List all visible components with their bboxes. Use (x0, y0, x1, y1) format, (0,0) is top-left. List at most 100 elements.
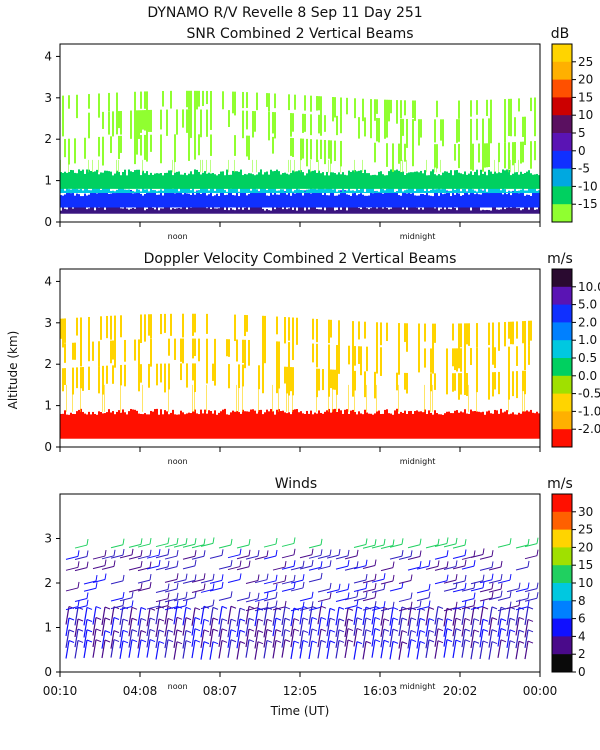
echo-streak (174, 159, 175, 173)
echo-cell (204, 171, 206, 189)
echo-cell (338, 194, 340, 208)
doppler-panel-title: Doppler Velocity Combined 2 Vertical Bea… (144, 251, 457, 267)
time-tick-label: 16:03 (363, 684, 398, 698)
y-tick-label: 4 (44, 274, 52, 288)
barb-shaft (344, 639, 349, 659)
echo-cell (220, 191, 222, 208)
echo-cell (506, 194, 508, 208)
echo-cell (66, 192, 68, 208)
barb-shaft (317, 629, 322, 648)
echo-cell (450, 190, 452, 194)
barb-shaft (155, 641, 160, 660)
colorbar-label: -5 (578, 162, 590, 176)
echo-cell (288, 94, 290, 111)
echo-cell (144, 193, 146, 208)
barb-shaft (461, 605, 475, 610)
echo-cell (450, 413, 452, 439)
echo-cell (138, 207, 140, 214)
echo-cell (360, 413, 362, 439)
echo-cell (406, 209, 408, 214)
colorbar-segment (552, 654, 572, 673)
echo-cell (160, 208, 162, 214)
echo-cell (468, 194, 470, 208)
echo-cell (236, 192, 238, 208)
echo-cell (514, 188, 516, 194)
echo-cell (342, 413, 344, 439)
echo-cell (212, 173, 214, 189)
echo-cell (488, 143, 490, 168)
echo-cell (386, 99, 388, 122)
echo-cell (508, 117, 510, 137)
barb-flag (185, 591, 188, 598)
colorbar-label: 2.0 (578, 315, 597, 329)
echo-cell (206, 363, 208, 384)
echo-cell (398, 143, 400, 164)
echo-cell (234, 171, 236, 189)
barb-shaft (353, 565, 367, 570)
barb-flag (122, 629, 129, 633)
echo-cell (328, 319, 330, 344)
echo-cell (132, 193, 134, 208)
echo-cell (280, 189, 282, 194)
echo-streak (406, 159, 407, 173)
echo-cell (280, 411, 282, 439)
barb-flag (212, 599, 215, 606)
echo-cell (146, 414, 148, 439)
echo-cell (132, 172, 134, 189)
echo-cell (304, 210, 306, 214)
echo-cell (90, 190, 92, 194)
barb-shaft (65, 606, 79, 611)
echo-cell (400, 100, 402, 119)
echo-cell (278, 341, 280, 370)
echo-cell (178, 191, 180, 194)
echo-cell (72, 342, 74, 360)
echo-cell (100, 204, 102, 214)
barb-shaft (110, 554, 124, 559)
echo-cell (138, 169, 140, 189)
echo-cell (272, 194, 274, 208)
echo-cell (394, 410, 396, 439)
echo-cell (160, 363, 162, 383)
barb-shaft (200, 629, 205, 648)
time-marker: midnight (400, 682, 436, 691)
echo-cell (306, 138, 308, 167)
echo-cell (60, 172, 62, 189)
echo-cell (382, 208, 384, 214)
barb-shaft (371, 588, 385, 593)
barb-flag (239, 607, 246, 611)
barb-shaft (479, 640, 484, 660)
echo-cell (324, 115, 326, 132)
echo-cell (364, 195, 366, 208)
echo-cell (292, 138, 294, 157)
barb-shaft (452, 588, 466, 593)
colorbar-segment (552, 115, 572, 134)
barb-flag (275, 537, 278, 545)
barb-flag (302, 640, 309, 643)
echo-cell (130, 208, 132, 214)
barb-shaft (452, 565, 466, 570)
echo-streak (272, 384, 273, 412)
barb-flag (518, 640, 525, 644)
time-axis-label: Time (UT) (270, 704, 330, 718)
echo-cell (134, 135, 136, 165)
echo-cell (464, 191, 466, 208)
barb-shaft (290, 640, 295, 660)
echo-cell (106, 188, 108, 194)
barb-flag (500, 583, 503, 590)
echo-cell (370, 208, 372, 214)
echo-cell (134, 170, 136, 189)
barb-flag (446, 618, 453, 622)
barb-shaft (308, 578, 322, 583)
echo-cell (436, 144, 438, 169)
barb-flag (86, 629, 93, 633)
echo-cell (430, 207, 432, 214)
barb-flag (365, 617, 372, 621)
barb-shaft (110, 630, 115, 649)
echo-cell (100, 172, 102, 189)
echo-cell (512, 191, 514, 194)
echo-streak (120, 384, 121, 412)
echo-cell (312, 318, 314, 340)
echo-cell (400, 195, 402, 208)
echo-cell (400, 171, 402, 189)
echo-cell (236, 204, 238, 214)
